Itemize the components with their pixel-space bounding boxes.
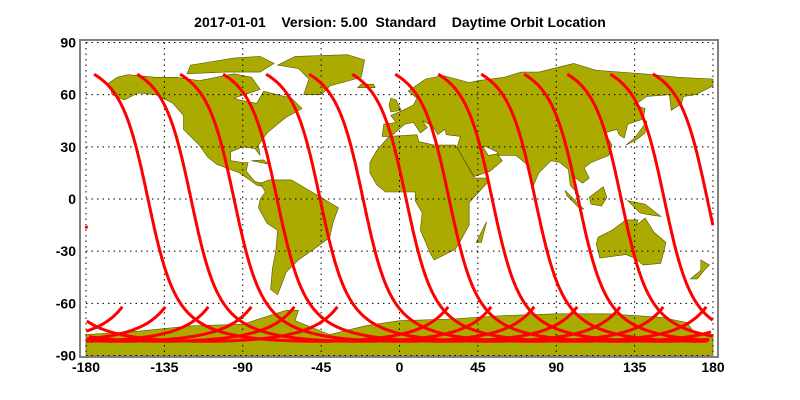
land-madagascar (475, 221, 487, 243)
land-japan (625, 120, 648, 146)
axis-ticks: -180 -135 -90 -45 0 45 90 135 180 90 60 30 0 -30 -60 -9… (56, 34, 725, 375)
y-tick-label: 60 (60, 87, 76, 103)
title-version: Version: 5.00 (281, 14, 368, 30)
land-new-zealand (689, 259, 710, 280)
orbit-track-layer (84, 72, 715, 343)
orbit-track (86, 305, 167, 341)
y-tick-label: 90 (60, 34, 76, 50)
title-date: 2017-01-01 (194, 14, 266, 30)
y-tick-label: -90 (56, 348, 76, 364)
orbit-track (394, 72, 712, 343)
x-tick-label: 180 (701, 359, 725, 375)
orbit-track (86, 305, 210, 343)
orbit-track (652, 72, 715, 226)
orbit-track (136, 72, 493, 343)
orbit-track (609, 72, 714, 322)
land-arctic-islands (186, 56, 275, 75)
x-tick-label: -45 (311, 359, 331, 375)
land-new-guinea (626, 200, 662, 217)
y-tick-label: -30 (56, 243, 76, 259)
x-tick-label: 0 (396, 359, 404, 375)
land-britain (388, 97, 402, 113)
orbit-track (480, 72, 708, 343)
orbit-track (179, 72, 536, 343)
land-north-america (106, 73, 303, 188)
y-tick-label: 30 (60, 139, 76, 155)
orbit-track (93, 72, 450, 343)
x-tick-label: -180 (72, 359, 100, 375)
y-tick-label: 0 (68, 191, 76, 207)
y-tick-label: -60 (56, 295, 76, 311)
land-borneo (588, 186, 608, 207)
x-tick-label: -90 (233, 359, 253, 375)
orbit-track (265, 72, 622, 343)
title-label: Daytime Orbit Location (451, 14, 606, 30)
orbit-track (84, 225, 89, 230)
orbit-track (308, 72, 665, 343)
orbit-track (523, 72, 709, 342)
x-tick-label: -135 (150, 359, 178, 375)
map-title: 2017-01-01 Version: 5.00 Standard Daytim… (0, 14, 800, 30)
land-cuba (251, 159, 270, 165)
x-tick-label: 135 (623, 359, 647, 375)
land-eurasia (381, 63, 714, 198)
x-tick-label: 90 (548, 359, 564, 375)
orbit-track (566, 72, 713, 338)
orbit-track (85, 305, 124, 333)
orbit-track (222, 72, 579, 343)
orbit-track (351, 72, 708, 343)
title-product: Standard (375, 14, 437, 30)
x-tick-label: 45 (470, 359, 486, 375)
